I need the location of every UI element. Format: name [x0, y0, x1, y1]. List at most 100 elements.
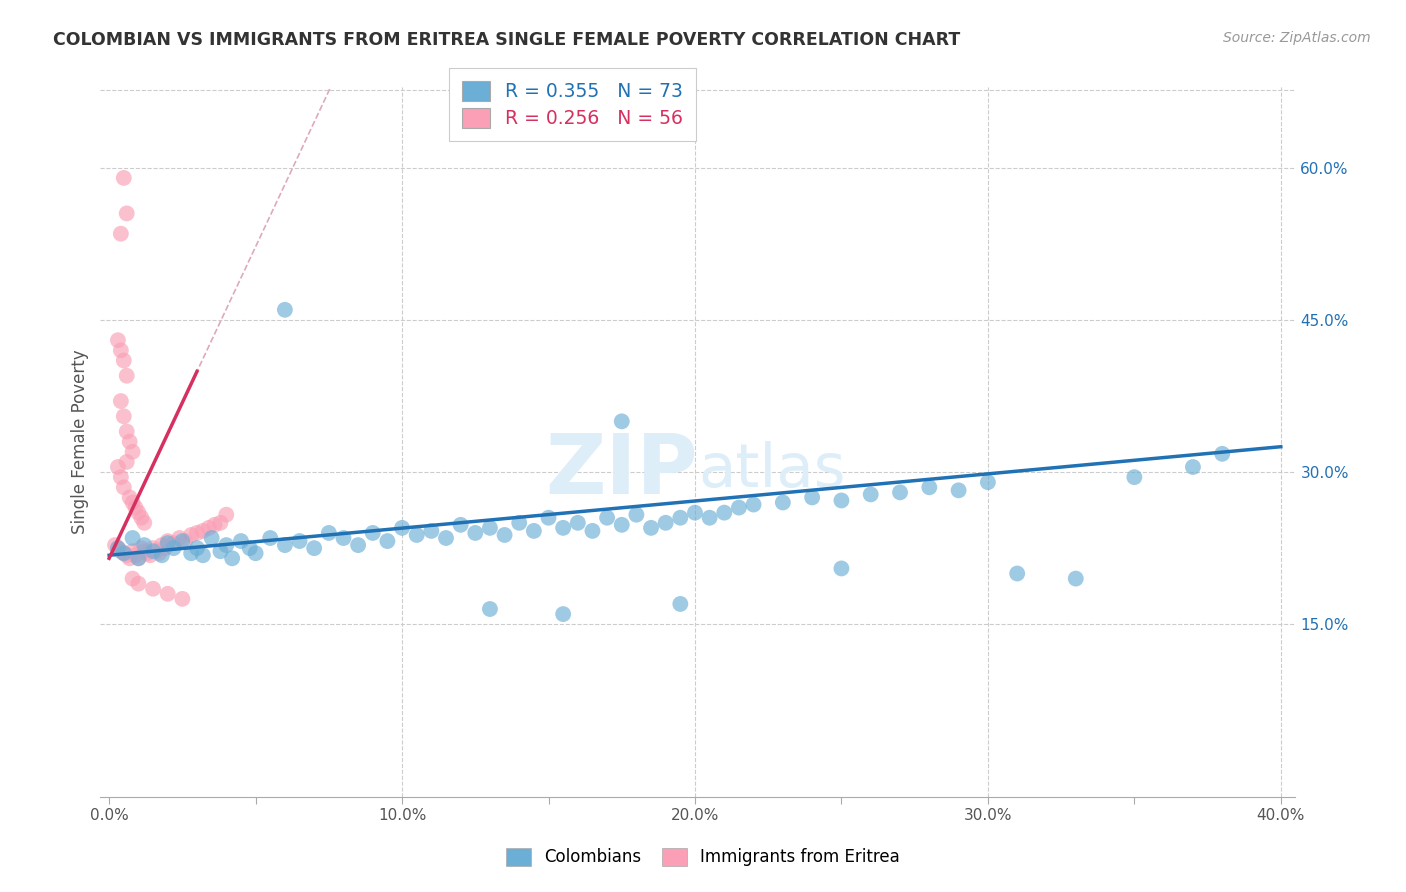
Point [186, 525, 208, 540]
Point [478, 602, 501, 616]
Point [191, 524, 214, 538]
Point [918, 480, 941, 494]
Point [121, 572, 143, 586]
Point [626, 508, 648, 522]
Point [150, 548, 173, 562]
Point [654, 516, 676, 530]
Point [596, 510, 619, 524]
Point [118, 491, 141, 505]
Point [742, 498, 765, 512]
Text: atlas: atlas [697, 441, 845, 500]
Point [1005, 566, 1028, 581]
Point [169, 531, 191, 545]
Point [115, 548, 138, 562]
Point [610, 517, 633, 532]
Point [772, 495, 794, 509]
Point [186, 541, 208, 556]
Point [145, 544, 167, 558]
Point [127, 576, 149, 591]
Point [889, 485, 911, 500]
Point [553, 521, 575, 535]
Point [121, 531, 143, 545]
Point [110, 227, 132, 241]
Point [274, 538, 297, 552]
Point [180, 528, 202, 542]
Point [302, 541, 325, 556]
Point [107, 541, 129, 556]
Point [1181, 460, 1204, 475]
Point [115, 206, 138, 220]
Point [131, 510, 153, 524]
Point [118, 434, 141, 449]
Point [377, 534, 399, 549]
Point [859, 487, 882, 501]
Point [537, 510, 560, 524]
Point [209, 516, 232, 530]
Point [110, 470, 132, 484]
Point [153, 541, 176, 556]
Point [110, 394, 132, 409]
Point [136, 546, 159, 560]
Point [110, 544, 132, 558]
Point [567, 516, 589, 530]
Point [713, 506, 735, 520]
Point [610, 414, 633, 428]
Point [156, 536, 179, 550]
Point [332, 531, 354, 545]
Point [124, 548, 146, 562]
Point [669, 597, 692, 611]
Point [142, 541, 165, 556]
Point [830, 561, 852, 575]
Point [127, 506, 149, 520]
Point [107, 541, 129, 556]
Point [118, 551, 141, 566]
Point [1123, 470, 1146, 484]
Point [728, 500, 751, 515]
Text: Source: ZipAtlas.com: Source: ZipAtlas.com [1223, 31, 1371, 45]
Text: COLOMBIAN VS IMMIGRANTS FROM ERITREA SINGLE FEMALE POVERTY CORRELATION CHART: COLOMBIAN VS IMMIGRANTS FROM ERITREA SIN… [53, 31, 960, 49]
Point [112, 480, 135, 494]
Point [581, 524, 603, 538]
Point [107, 333, 129, 347]
Point [162, 541, 184, 556]
Point [361, 525, 384, 540]
Point [450, 517, 472, 532]
Point [162, 536, 184, 550]
Point [148, 546, 170, 560]
Point [478, 521, 501, 535]
Legend: Colombians, Immigrants from Eritrea: Colombians, Immigrants from Eritrea [499, 841, 907, 873]
Point [318, 525, 340, 540]
Point [977, 475, 1000, 490]
Point [112, 353, 135, 368]
Point [553, 607, 575, 621]
Point [391, 521, 413, 535]
Point [1211, 447, 1233, 461]
Point [156, 534, 179, 549]
Point [142, 582, 165, 596]
Point [221, 551, 243, 566]
Point [107, 460, 129, 475]
Point [112, 546, 135, 560]
Point [288, 534, 311, 549]
Point [494, 528, 516, 542]
Point [127, 551, 149, 566]
Point [104, 538, 127, 552]
Point [508, 516, 530, 530]
Point [830, 493, 852, 508]
Point [115, 425, 138, 439]
Point [347, 538, 370, 552]
Point [948, 483, 970, 498]
Point [134, 516, 156, 530]
Point [259, 531, 281, 545]
Point [274, 302, 297, 317]
Point [112, 170, 135, 185]
Point [127, 551, 149, 566]
Point [683, 506, 706, 520]
Point [464, 525, 486, 540]
Point [229, 534, 252, 549]
Point [640, 521, 662, 535]
Point [124, 500, 146, 515]
Point [150, 538, 173, 552]
Point [801, 491, 824, 505]
Y-axis label: Single Female Poverty: Single Female Poverty [72, 350, 89, 534]
